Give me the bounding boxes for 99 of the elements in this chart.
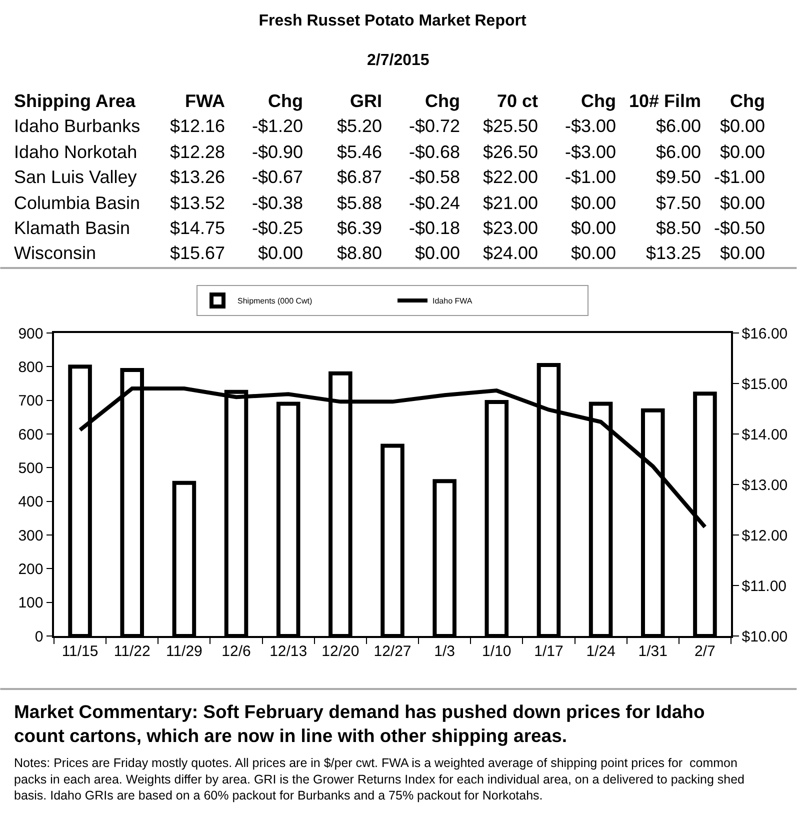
text: $0.00 — [720, 142, 766, 162]
text: 70 ct — [497, 91, 538, 111]
y-tick-label: 100 — [18, 594, 44, 612]
y-tick-label: 900 — [18, 325, 44, 342]
y2-tick-label: $13.00 — [742, 476, 788, 494]
y-tick-label: 300 — [18, 527, 44, 544]
text: -$0.90 — [252, 142, 304, 162]
text: $8.50 — [656, 218, 702, 238]
y2-tick-label: $11.00 — [742, 578, 787, 595]
text: -$0.50 — [714, 218, 766, 238]
text: $26.50 — [483, 142, 538, 162]
text: Klamath Basin — [14, 218, 130, 238]
y2-tick-label: $12.00 — [742, 527, 788, 544]
y-tick-label: 500 — [18, 460, 44, 477]
y-tick-label: 0 — [34, 628, 44, 646]
text: -$0.25 — [252, 218, 304, 238]
text: $5.20 — [337, 116, 382, 136]
x-tick-label: 1/31 — [638, 642, 668, 660]
text: Notes: Prices are Friday mostly quotes. All prices are in $/per cwt. FWA is a weighted average of shipping point prices for common packs in each area. Weights differ by area. GRI is the Grower Returns Index for each individual area, on a delivered to packing shed basis. Idaho GRIs are based on a 60% packout for Burbanks and a 75% packout for Norkotahs. — [14, 756, 745, 802]
text: $5.88 — [337, 193, 382, 213]
text: $12.16 — [170, 116, 226, 136]
text: $23.00 — [483, 218, 538, 238]
x-tick-label: 12/13 — [270, 642, 308, 660]
x-tick-label: 11/15 — [62, 642, 98, 660]
x-tick-label: 12/27 — [374, 642, 412, 660]
text: $7.50 — [656, 193, 702, 213]
x-tick-label: 11/22 — [114, 642, 150, 660]
text: $0.00 — [415, 243, 460, 263]
text: -$0.58 — [409, 167, 460, 187]
x-tick-label: 1/10 — [482, 642, 512, 660]
text: 10# Film — [629, 91, 702, 111]
text: $0.00 — [258, 243, 304, 263]
x-tick-label: 12/20 — [322, 642, 360, 660]
text: $25.50 — [483, 116, 538, 136]
text: $24.00 — [483, 243, 538, 263]
text: $13.52 — [170, 193, 226, 213]
text: -$1.00 — [565, 167, 616, 187]
text: Chg — [730, 91, 765, 111]
text: -$3.00 — [565, 142, 616, 162]
text: $13.25 — [646, 243, 702, 263]
y2-tick-label: $14.00 — [742, 426, 788, 444]
text: -$0.67 — [252, 167, 304, 187]
text: -$0.38 — [252, 193, 304, 213]
text: Wisconsin — [14, 243, 96, 263]
text: Shipping Area — [14, 91, 136, 111]
x-tick-label: 11/29 — [166, 642, 202, 660]
text: $12.28 — [170, 142, 226, 162]
text: Market Commentary: Soft February demand has pushed down prices for Idaho count cartons, which are now in line with other shipping areas. — [14, 701, 705, 746]
text: $9.50 — [656, 167, 702, 187]
text: $13.26 — [170, 167, 226, 187]
y2-tick-label: $10.00 — [742, 628, 788, 646]
text: Columbia Basin — [14, 193, 140, 213]
text: Chg — [425, 91, 460, 111]
legend-label: Idaho FWA — [432, 296, 473, 306]
text: -$1.00 — [714, 167, 766, 187]
x-tick-label: 1/3 — [434, 642, 456, 660]
text: Idaho Norkotah — [14, 142, 138, 162]
text: $0.00 — [720, 193, 766, 213]
text: San Luis Valley — [14, 167, 137, 187]
y-tick-label: 200 — [18, 560, 44, 578]
text: $22.00 — [483, 167, 538, 187]
text: -$1.20 — [252, 116, 304, 136]
text: $6.00 — [656, 116, 702, 136]
y-tick-label: 700 — [18, 392, 44, 410]
text: $0.00 — [571, 243, 616, 263]
legend-label: Shipments (000 Cwt) — [238, 296, 313, 306]
text: -$0.68 — [409, 142, 460, 162]
chart-subtitle: 2/7/2015 — [367, 52, 430, 69]
text: GRI — [350, 91, 382, 111]
y-tick-label: 600 — [18, 426, 44, 444]
x-tick-label: 2/7 — [694, 642, 716, 660]
text: -$0.24 — [409, 193, 460, 213]
chart-title: Fresh Russet Potato Market Report — [258, 12, 527, 30]
text: $14.75 — [170, 218, 226, 238]
text: $8.80 — [337, 243, 382, 263]
text: Chg — [581, 91, 616, 111]
x-tick-label: 12/6 — [222, 642, 251, 660]
text: Chg — [268, 91, 303, 111]
y2-tick-label: $16.00 — [742, 325, 788, 342]
text: $15.67 — [170, 243, 226, 263]
y-tick-label: 400 — [18, 494, 44, 511]
text: $6.87 — [337, 167, 382, 187]
x-tick-label: 1/24 — [586, 642, 616, 660]
text: $0.00 — [720, 116, 766, 136]
text: $0.00 — [571, 193, 616, 213]
text: $0.00 — [571, 218, 616, 238]
text: -$3.00 — [565, 116, 616, 136]
text: -$0.18 — [409, 218, 460, 238]
text: Idaho Burbanks — [14, 116, 140, 136]
text: $6.39 — [337, 218, 382, 238]
text: $6.00 — [656, 142, 702, 162]
y2-tick-label: $15.00 — [742, 376, 788, 393]
text: -$0.72 — [409, 116, 460, 136]
text: $0.00 — [720, 243, 766, 263]
x-tick-label: 1/17 — [534, 642, 564, 660]
text: $21.00 — [483, 193, 538, 213]
text: $5.46 — [337, 142, 382, 162]
text: FWA — [185, 91, 225, 111]
y-tick-label: 800 — [18, 358, 44, 376]
